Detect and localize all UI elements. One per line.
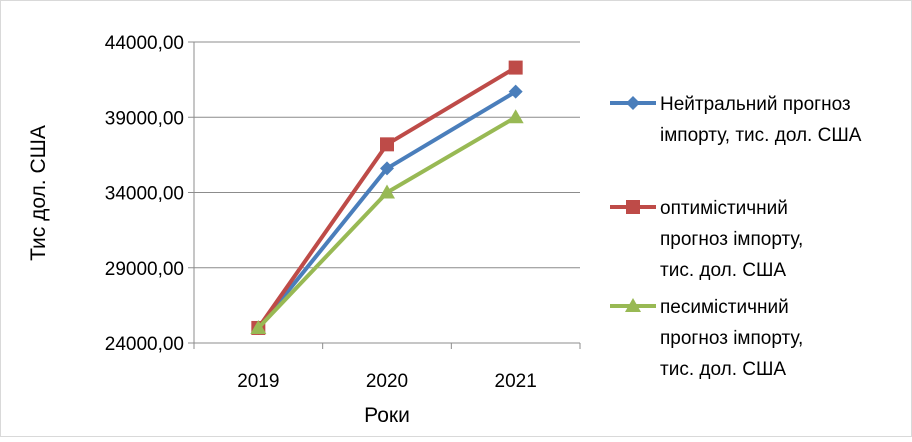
data-point-marker (380, 137, 394, 152)
legend-label: оптимістичний (660, 198, 788, 219)
legend-label: Нейтральний прогноз (660, 94, 851, 115)
axes (188, 41, 581, 349)
data-point-marker (250, 319, 267, 334)
y-tick-label: 24000,00 (105, 334, 184, 355)
data-point-marker (507, 109, 524, 124)
y-axis-title: Тис дол. США (27, 125, 50, 261)
legend-item-3: песимістичний прогноз імпорту, тис. дол. С… (610, 297, 803, 380)
data-point-marker (379, 184, 395, 199)
data-point-marker (380, 161, 394, 176)
data-point-marker (625, 298, 641, 312)
series-lines (250, 60, 524, 335)
x-tick-label: 2019 (237, 371, 279, 392)
data-point-marker (626, 96, 640, 110)
legend-item-1: Нейтральний прогноз імпорту, тис. дол. СШ… (610, 94, 862, 146)
series-1 (251, 84, 523, 335)
legend-label: тис. дол. США (660, 260, 786, 281)
x-tick-label: 2021 (495, 371, 537, 392)
y-tick-label: 29000,00 (105, 259, 184, 280)
y-tick-label: 44000,00 (105, 33, 184, 54)
series-3 (250, 109, 524, 334)
data-point-marker (626, 200, 640, 214)
data-point-marker (508, 84, 523, 99)
legend: Нейтральний прогноз імпорту, тис. дол. СШ… (610, 94, 862, 380)
legend-label: імпорту, тис. дол. США (660, 125, 862, 146)
x-axis-title: Роки (364, 404, 410, 427)
legend-label: песимістичний (660, 297, 789, 318)
data-point-marker (508, 60, 523, 75)
x-tick-label: 2020 (366, 371, 408, 392)
y-tick-label: 34000,00 (105, 184, 184, 205)
y-tick-label: 39000,00 (105, 108, 184, 129)
legend-label: тис. дол. США (660, 359, 786, 380)
legend-label: прогноз імпорту, (660, 229, 803, 250)
tick-labels: 24000,00 29000,00 34000,00 39000,00 44000,00… (105, 33, 537, 392)
legend-item-2: оптимістичний прогноз імпорту, тис. дол. С… (610, 198, 803, 281)
legend-label: прогноз імпорту, (660, 328, 803, 349)
